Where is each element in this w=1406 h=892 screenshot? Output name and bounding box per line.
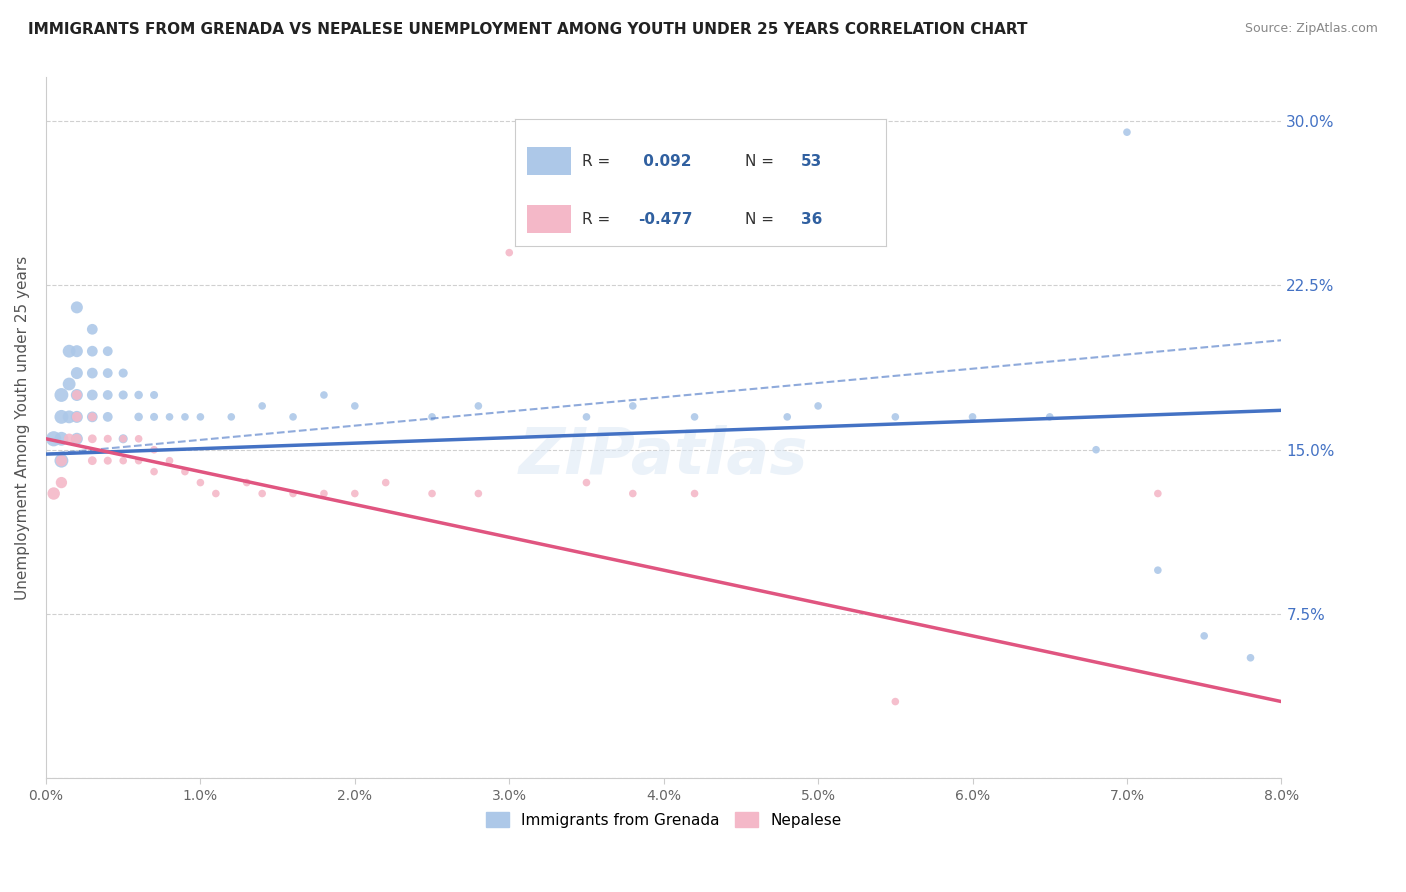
Point: [683, 409, 706, 424]
Point: [143, 409, 166, 424]
Point: [66, 301, 89, 315]
Point: [235, 475, 257, 490]
Point: [281, 409, 304, 424]
Point: [51, 409, 73, 424]
Point: [884, 695, 907, 709]
Point: [174, 409, 197, 424]
Point: [82, 453, 104, 467]
Point: [807, 399, 830, 413]
Point: [58, 344, 80, 359]
Point: [174, 465, 197, 479]
Point: [82, 322, 104, 336]
Point: [190, 409, 212, 424]
Point: [467, 399, 489, 413]
Point: [374, 475, 396, 490]
Point: [66, 409, 89, 424]
Point: [66, 432, 89, 446]
Point: [51, 388, 73, 402]
Point: [205, 486, 228, 500]
Point: [190, 475, 212, 490]
Point: [420, 486, 443, 500]
Point: [143, 442, 166, 457]
Point: [97, 366, 120, 380]
Point: [1147, 563, 1170, 577]
Point: [575, 475, 598, 490]
Point: [575, 409, 598, 424]
Point: [312, 486, 335, 500]
Point: [621, 399, 644, 413]
Point: [420, 409, 443, 424]
Text: Source: ZipAtlas.com: Source: ZipAtlas.com: [1244, 22, 1378, 36]
Point: [343, 399, 366, 413]
Point: [97, 453, 120, 467]
Point: [112, 453, 135, 467]
Point: [128, 453, 150, 467]
Point: [66, 432, 89, 446]
Point: [1147, 486, 1170, 500]
Point: [112, 366, 135, 380]
Point: [51, 475, 73, 490]
Point: [58, 377, 80, 392]
Legend: Immigrants from Grenada, Nepalese: Immigrants from Grenada, Nepalese: [479, 805, 848, 834]
Point: [143, 465, 166, 479]
Point: [128, 388, 150, 402]
Text: IMMIGRANTS FROM GRENADA VS NEPALESE UNEMPLOYMENT AMONG YOUTH UNDER 25 YEARS CORR: IMMIGRANTS FROM GRENADA VS NEPALESE UNEM…: [28, 22, 1028, 37]
Point: [82, 409, 104, 424]
Point: [97, 388, 120, 402]
Point: [97, 344, 120, 359]
Point: [97, 432, 120, 446]
Point: [42, 486, 65, 500]
Y-axis label: Unemployment Among Youth under 25 years: Unemployment Among Youth under 25 years: [15, 256, 30, 600]
Point: [112, 432, 135, 446]
Point: [467, 486, 489, 500]
Point: [343, 486, 366, 500]
Point: [66, 366, 89, 380]
Point: [82, 432, 104, 446]
Point: [1085, 442, 1108, 457]
Point: [66, 409, 89, 424]
Point: [112, 388, 135, 402]
Point: [128, 409, 150, 424]
Point: [97, 409, 120, 424]
Point: [159, 453, 181, 467]
Point: [776, 409, 799, 424]
Point: [42, 432, 65, 446]
Point: [51, 432, 73, 446]
Point: [66, 344, 89, 359]
Point: [250, 486, 273, 500]
Point: [66, 388, 89, 402]
Point: [962, 409, 984, 424]
Point: [51, 453, 73, 467]
Point: [82, 344, 104, 359]
Point: [1116, 125, 1139, 139]
Point: [621, 486, 644, 500]
Text: ZIPatlas: ZIPatlas: [519, 425, 808, 487]
Point: [159, 409, 181, 424]
Point: [143, 388, 166, 402]
Point: [1239, 650, 1261, 665]
Point: [112, 432, 135, 446]
Point: [82, 409, 104, 424]
Point: [884, 409, 907, 424]
Point: [82, 366, 104, 380]
Point: [82, 388, 104, 402]
Point: [498, 245, 520, 260]
Point: [683, 486, 706, 500]
Point: [66, 388, 89, 402]
Point: [1039, 409, 1062, 424]
Point: [250, 399, 273, 413]
Point: [128, 432, 150, 446]
Point: [58, 409, 80, 424]
Point: [281, 486, 304, 500]
Point: [1192, 629, 1215, 643]
Point: [58, 432, 80, 446]
Point: [312, 388, 335, 402]
Point: [219, 409, 242, 424]
Point: [51, 453, 73, 467]
